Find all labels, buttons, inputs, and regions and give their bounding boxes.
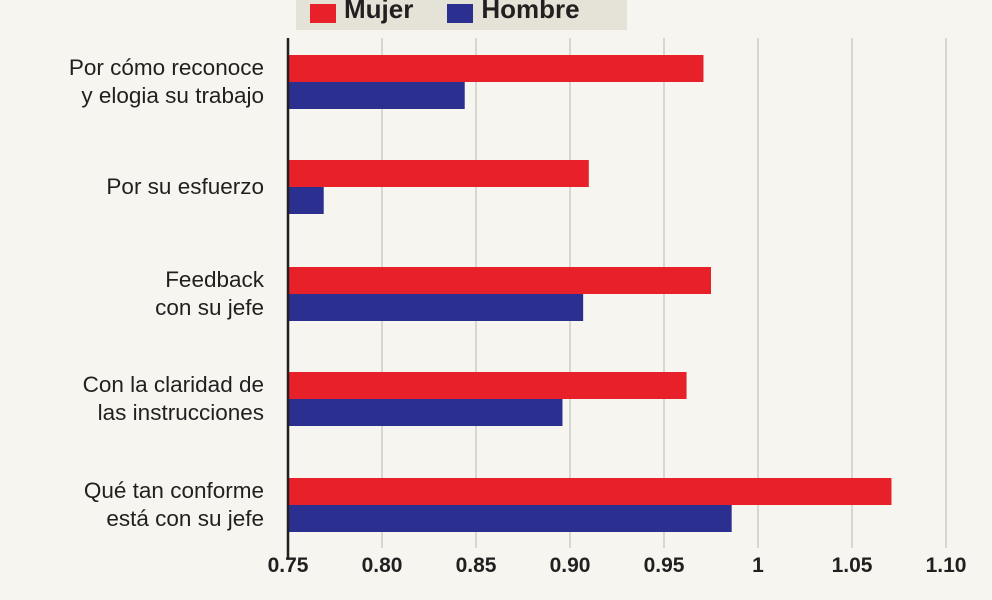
category-label: Por su esfuerzo xyxy=(106,173,264,201)
bar-mujer xyxy=(288,160,589,187)
x-tick-label: 0.85 xyxy=(456,554,497,577)
category-label-line: Qué tan conforme xyxy=(83,478,264,503)
category-label: Feedback con su jefe xyxy=(155,266,264,322)
legend-label-hombre: Hombre xyxy=(481,0,580,24)
bar-mujer xyxy=(288,372,687,399)
category-label: Qué tan conforme está con su jefe xyxy=(84,477,264,533)
legend-item-hombre: Hombre xyxy=(447,0,580,25)
bar-hombre xyxy=(288,505,732,532)
x-tick-label: 0.80 xyxy=(362,554,403,577)
legend-item-mujer: Mujer xyxy=(310,0,413,25)
bar-hombre xyxy=(288,294,584,321)
category-label-line: las instrucciones xyxy=(97,400,264,425)
category-label-line: Feedback xyxy=(165,267,264,292)
x-tick-label: 0.90 xyxy=(550,554,591,577)
bar-mujer xyxy=(288,478,892,505)
bar-hombre xyxy=(288,399,563,426)
bar-hombre xyxy=(288,187,324,214)
category-label-line: Por su esfuerzo xyxy=(106,174,264,199)
x-tick-label: 1.05 xyxy=(832,554,873,577)
legend: Mujer Hombre xyxy=(296,0,627,30)
legend-swatch-hombre xyxy=(447,3,474,23)
category-label-line: está con su jefe xyxy=(106,506,264,531)
x-tick-label: 1 xyxy=(752,554,764,577)
bar-mujer xyxy=(288,267,711,294)
bar-mujer xyxy=(288,55,704,82)
legend-swatch-mujer xyxy=(310,3,336,23)
category-label: Con la claridad de las instrucciones xyxy=(83,371,264,427)
category-label-line: y elogia su trabajo xyxy=(81,83,264,108)
category-label: Por cómo reconoce y elogia su trabajo xyxy=(69,54,264,110)
category-label-line: con su jefe xyxy=(155,295,264,320)
x-tick-label: 1.10 xyxy=(926,554,967,577)
bar-hombre xyxy=(288,82,465,109)
category-label-line: Por cómo reconoce xyxy=(68,55,264,80)
legend-label-mujer: Mujer xyxy=(344,0,414,24)
x-tick-label: 0.95 xyxy=(644,554,685,577)
category-label-line: Con la claridad de xyxy=(82,372,264,397)
